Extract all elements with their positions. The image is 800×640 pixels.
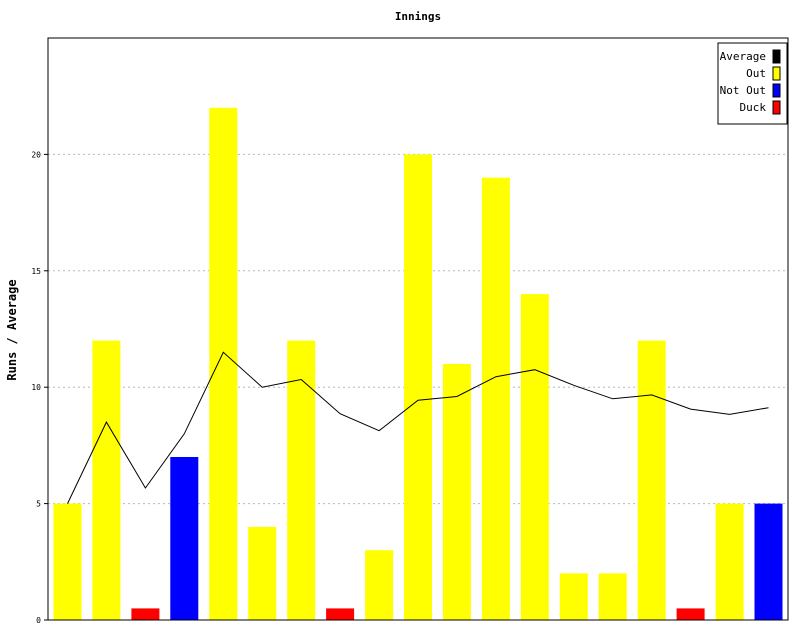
plot-frame [47, 37, 789, 621]
legend-swatch [772, 66, 781, 81]
legend-label: Average [720, 50, 766, 63]
bar-out [559, 573, 588, 620]
bar-duck [131, 608, 160, 620]
chart-title: Innings [395, 10, 441, 23]
bar-out [520, 294, 549, 620]
legend-swatch [772, 83, 781, 98]
bar-out [287, 340, 316, 620]
y-tick-label: 20 [31, 150, 41, 159]
average-line-path [67, 351, 769, 504]
bar-out [404, 154, 432, 620]
bars [53, 107, 783, 621]
legend-swatch [772, 100, 781, 115]
bar-out [248, 526, 277, 620]
legend-label: Out [746, 67, 766, 80]
y-tick-label: 10 [31, 383, 41, 392]
y-tick-label: 5 [36, 500, 41, 509]
bar-duck [326, 608, 355, 620]
y-axis-label: Runs / Average [5, 279, 19, 380]
axes [47, 37, 789, 621]
y-tick-label: 0 [36, 616, 41, 625]
bar-out [442, 363, 471, 620]
bar-out [92, 340, 121, 620]
legend-swatch [772, 49, 781, 64]
bar-not-out [170, 457, 199, 620]
bar-out [481, 177, 510, 620]
bar-out [715, 503, 744, 620]
bar-out [209, 107, 238, 621]
bar-out [365, 550, 394, 620]
y-tick-labels: 0 5 10 15 20 [31, 150, 48, 625]
bar-not-out [754, 503, 783, 620]
legend: Average Out Not Out Duck [717, 42, 788, 125]
legend-label: Not Out [720, 84, 766, 97]
bar-duck [676, 608, 705, 620]
bar-out [637, 340, 666, 620]
legend-label: Duck [740, 101, 767, 114]
bar-out [598, 573, 627, 620]
bar-out [53, 503, 82, 620]
y-tick-label: 15 [31, 267, 41, 276]
average-line [67, 351, 769, 504]
